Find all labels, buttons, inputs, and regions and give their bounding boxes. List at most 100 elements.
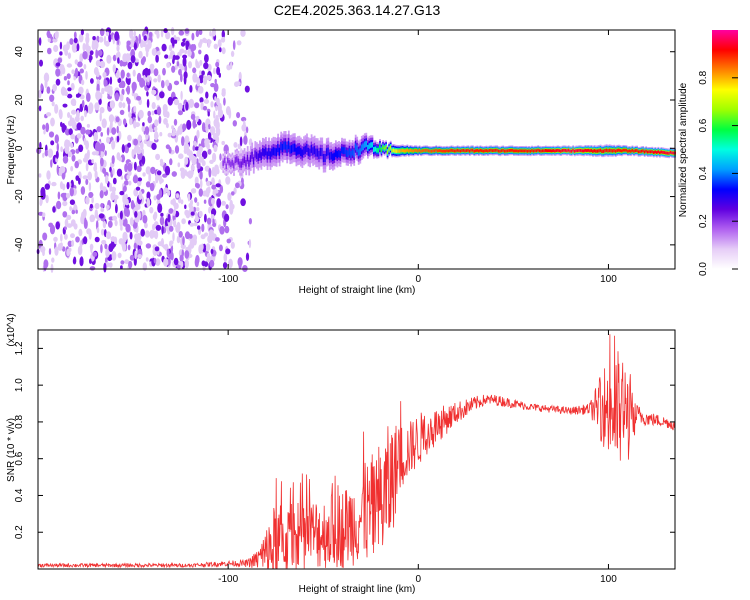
spectrogram-noise-blob (70, 165, 74, 172)
spectrogram-noise-blob (159, 91, 165, 99)
spectrogram-noise-blob (122, 102, 126, 109)
spectrogram-noise-blob (118, 101, 123, 109)
spectrogram-ridge-cell (616, 148, 619, 152)
spectrogram-ridge-cell (645, 149, 648, 153)
spectrogram-ridge-cell (400, 149, 403, 153)
spectrogram-noise-blob (177, 110, 183, 116)
spectrogram-noise-blob (213, 67, 216, 75)
spectrogram-ridge-cell (541, 149, 544, 153)
spectrogram-noise-blob (190, 211, 195, 216)
spectrogram-noise-blob (123, 206, 128, 217)
spectrogram-noise-blob (149, 229, 155, 239)
colorbar-tick-label: 0.6 (698, 118, 709, 132)
spectrogram-noise-blob (130, 200, 135, 210)
spectrogram-ridge-cell (257, 153, 260, 161)
colorbar: 0.0 0.2 0.4 0.6 0.8 Normalized spectral ampl… (678, 30, 738, 276)
spectrogram-noise-blob (115, 116, 120, 123)
spectrogram-ridge-cell (511, 148, 514, 152)
spectrogram-noise-blob (73, 37, 78, 44)
spectrogram-noise-blob (218, 72, 221, 78)
spectrogram-noise-blob (47, 38, 51, 43)
spectrogram-marks (36, 26, 676, 273)
spectrogram-ridge-cell (424, 148, 427, 152)
spectrogram-noise-blob (78, 33, 84, 43)
spectrogram-noise-blob (43, 129, 46, 135)
spectrogram-ridge-cell (328, 152, 331, 161)
spectrogram-noise-blob (129, 231, 133, 240)
spectrogram-ridge-cell (228, 160, 231, 166)
spectrogram-ridge-cell (610, 149, 613, 153)
spectrogram-noise-blob (194, 211, 198, 217)
spectrogram-noise-blob (179, 167, 185, 172)
spectrogram-noise-blob (215, 183, 221, 188)
spectrogram-noise-blob (126, 174, 130, 180)
spectrogram-ridge-cell (391, 148, 394, 153)
spectrogram-noise-blob (248, 239, 252, 249)
spectrogram-noise-blob (119, 190, 125, 196)
spectrogram-noise-blob (44, 183, 50, 190)
spectrogram-ridge-cell (327, 147, 330, 156)
spectrogram-noise-blob (93, 67, 99, 76)
colorbar-ticks: 0.0 0.2 0.4 0.6 0.8 (698, 70, 738, 276)
spectrogram-noise-blob (180, 199, 184, 205)
spectrogram-noise-blob (64, 218, 69, 228)
spectrogram-noise-blob (95, 90, 101, 101)
spectrogram-ridge-cell (414, 148, 416, 152)
spectrogram-ridge-cell (345, 150, 348, 157)
spectrogram-ridge-cell (485, 149, 488, 152)
spectrogram-noise-blob (209, 259, 215, 268)
spectrogram-noise-blob (75, 175, 80, 181)
spectrogram-noise-blob (171, 125, 175, 130)
spectrogram-ridge-cell (246, 154, 249, 162)
spectrogram-noise-blob (133, 148, 137, 155)
spectrogram-noise-blob (188, 61, 192, 69)
spectrogram-ridge-cell (659, 151, 661, 155)
spectrogram-ridge-cell (470, 148, 473, 152)
spectrogram-ridge-cell (315, 148, 317, 157)
spectrogram-noise-blob (211, 177, 215, 186)
spectrogram-noise-blob (46, 112, 52, 117)
spectrogram-noise-blob (84, 110, 87, 118)
spectrogram-ridge-cell (570, 149, 573, 153)
spectrogram-noise-blob (195, 207, 200, 212)
spectrogram-noise-blob (120, 225, 123, 231)
spectrogram-noise-blob (145, 257, 149, 262)
spectrogram-noise-blob (198, 49, 202, 55)
spectrogram-noise-blob (122, 217, 128, 227)
spectrogram-ridge-cell (336, 151, 339, 159)
spectrogram-ridge-cell (272, 147, 275, 156)
spectrogram-noise-blob (86, 123, 90, 128)
spectrogram-noise-blob (134, 217, 140, 223)
spectrogram-noise-blob (204, 165, 210, 172)
spectrogram-noise-blob (78, 86, 84, 95)
spectrogram-noise-blob (107, 220, 113, 228)
spectrogram-ridge-cell (455, 149, 457, 153)
spectrogram-noise-blob (210, 126, 216, 136)
spectrogram-noise-blob (78, 228, 83, 237)
spectrogram-ridge-cell (435, 148, 438, 152)
spectrogram-noise-blob (205, 91, 209, 99)
spectrogram-noise-blob (116, 125, 119, 134)
spectrogram-noise-blob (207, 38, 211, 49)
spectrogram-ridge-cell (429, 149, 432, 153)
spectrogram-noise-blob (230, 241, 235, 249)
spectrogram-noise-blob (199, 97, 204, 103)
spectrogram-noise-blob (223, 97, 226, 106)
spectrogram-noise-blob (245, 252, 250, 261)
spectrogram-noise-blob (147, 40, 152, 49)
spectrogram-noise-blob (213, 43, 218, 50)
spectrogram-noise-blob (122, 242, 127, 252)
spectrogram-ridge-cell (503, 149, 506, 153)
spectrogram-noise-blob (145, 243, 152, 249)
spectrogram-noise-blob (236, 40, 242, 46)
spectrogram-ridge-cell (640, 149, 643, 153)
spectrogram-noise-blob (163, 187, 169, 193)
spectrogram-ridge-cell (365, 140, 368, 147)
spectrogram-ridge-cell (548, 149, 550, 153)
spectrogram-frame (37, 29, 676, 270)
spectrogram-noise-blob (120, 265, 123, 270)
spectrogram-noise-blob (161, 43, 167, 52)
spectrogram-noise-blob (88, 191, 94, 199)
spectrogram-noise-blob (66, 248, 71, 257)
spectrogram-noise-blob (148, 68, 151, 76)
